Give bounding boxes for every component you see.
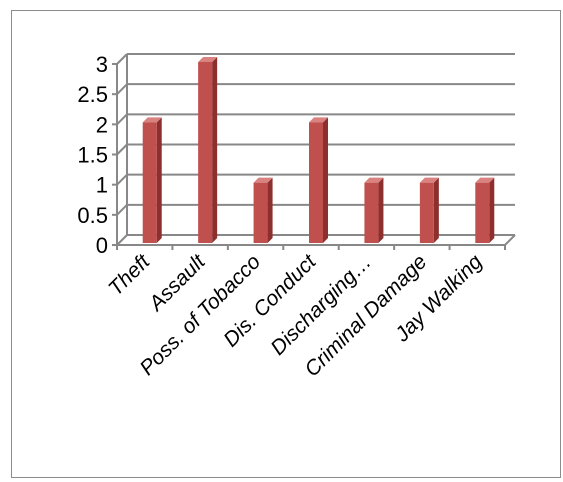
gridline-depth — [116, 113, 128, 126]
gridline-depth — [116, 173, 128, 186]
bar-side — [378, 177, 384, 243]
gridline-depth — [116, 53, 128, 65]
gridline-depth — [116, 204, 128, 216]
bar-top — [253, 177, 273, 183]
y-tick-label: 2 — [96, 112, 108, 137]
bar-side — [156, 117, 162, 243]
bar-side — [212, 57, 218, 243]
bars — [142, 57, 495, 243]
bar-side — [433, 177, 439, 243]
bar — [309, 117, 328, 243]
y-tick-labels: 0 0.5 1 1.5 2 2.5 3 — [77, 52, 108, 258]
bar-front — [364, 182, 379, 243]
bar-front — [142, 122, 157, 243]
bar — [253, 177, 273, 243]
bar-top — [475, 177, 495, 183]
y-tick-label: 1 — [96, 173, 108, 198]
bar-front — [253, 182, 268, 243]
x-tick-label: Theft — [104, 249, 155, 300]
gridline-depth — [116, 143, 128, 156]
bar-front — [309, 122, 323, 243]
bar — [475, 177, 495, 243]
bar-side — [323, 117, 328, 243]
axes — [112, 54, 516, 250]
bar-side — [489, 177, 495, 243]
bar-top — [142, 117, 162, 123]
y-tick-label: 1.5 — [77, 143, 108, 168]
y-tick-label: 2.5 — [77, 82, 108, 107]
bar-top — [309, 117, 328, 123]
bar-front — [419, 182, 434, 243]
bar — [198, 57, 218, 243]
y-tick-label: 0.5 — [77, 203, 108, 228]
bar-front — [198, 62, 213, 243]
gridline-depth — [116, 234, 128, 246]
bar-side — [267, 177, 273, 243]
y-tick-label: 3 — [96, 52, 108, 77]
bar-top — [198, 57, 218, 62]
bar — [419, 177, 439, 243]
bar-top — [419, 177, 439, 183]
gridlines — [116, 53, 515, 246]
bar — [142, 117, 162, 243]
gridline-depth — [116, 83, 128, 95]
bar — [364, 177, 384, 243]
y-tick-label: 0 — [96, 233, 108, 258]
bar-top — [364, 177, 384, 183]
floor-right-edge — [504, 234, 516, 246]
bar-front — [475, 182, 490, 243]
